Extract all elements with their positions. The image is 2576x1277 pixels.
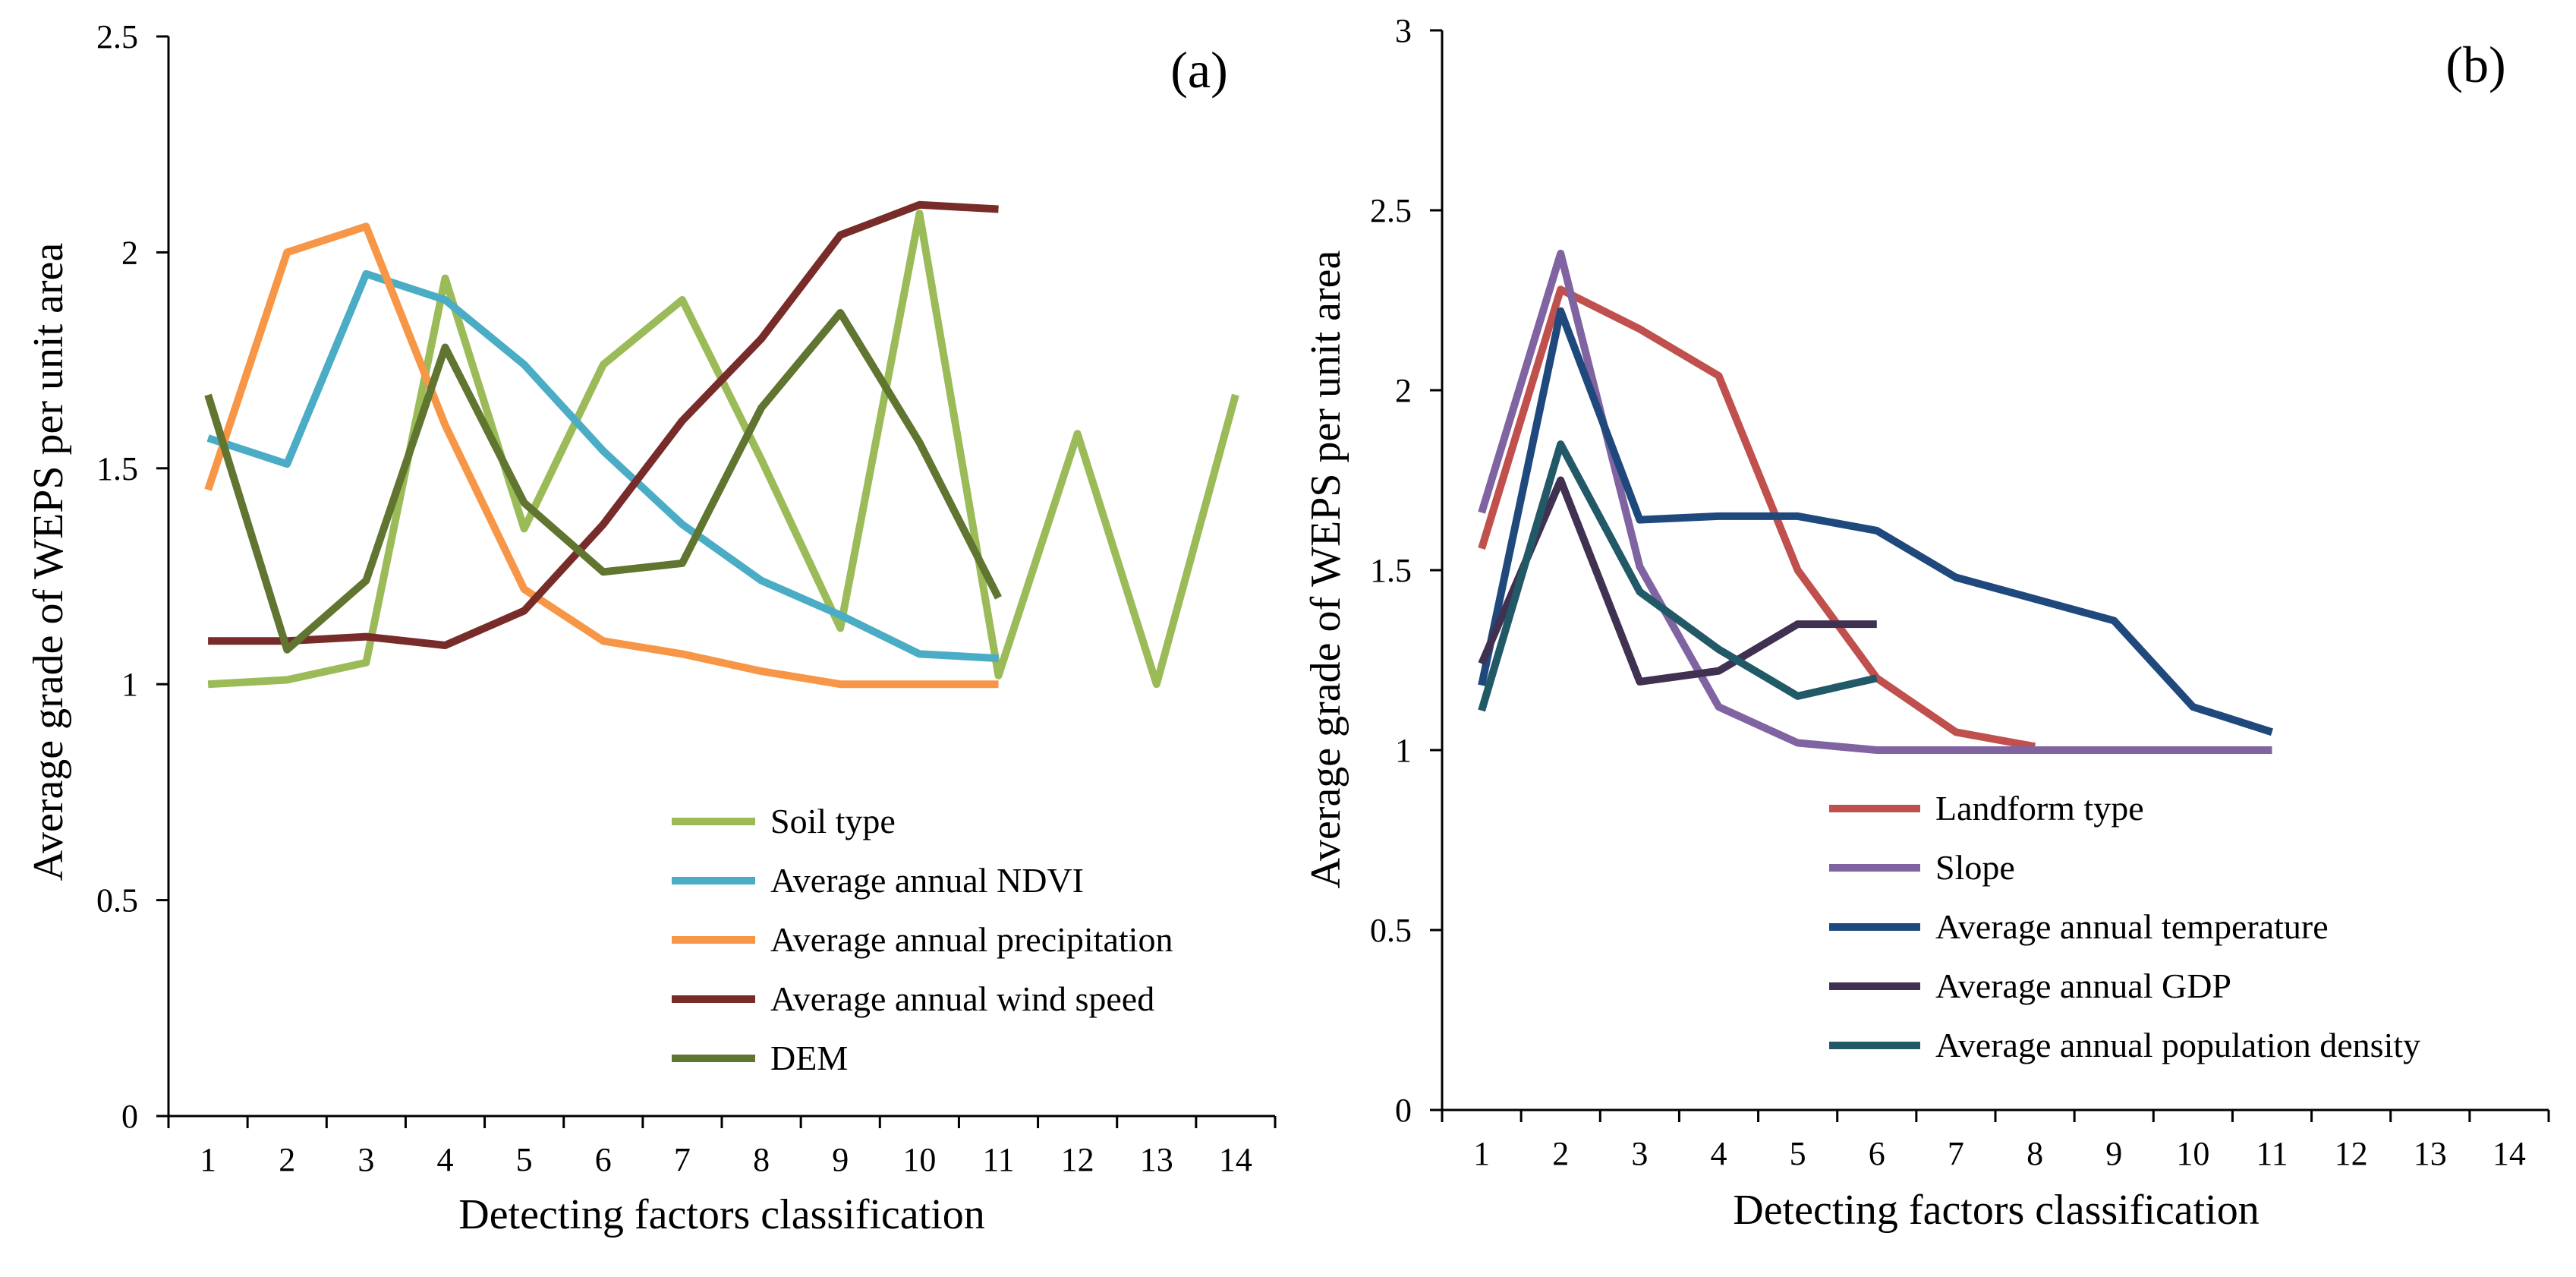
x-tick-label: 8 [753, 1141, 770, 1178]
x-tick-label: 6 [595, 1141, 612, 1178]
x-tick-label: 1 [1473, 1135, 1490, 1172]
y-tick-label: 2 [1395, 372, 1412, 409]
y-tick-label: 0 [1395, 1092, 1412, 1129]
x-tick-label: 1 [200, 1141, 216, 1178]
legend-entry-label: Soil type [770, 802, 896, 840]
x-tick-label: 5 [516, 1141, 533, 1178]
x-tick-label: 12 [1061, 1141, 1094, 1178]
x-axis-title: Detecting factors classification [458, 1191, 985, 1238]
x-tick-label: 5 [1790, 1135, 1806, 1172]
series-line-average-annual-wind-speed [208, 200, 999, 649]
x-tick-label: 4 [437, 1141, 454, 1178]
y-tick-label: 2.5 [1370, 192, 1412, 229]
series-line-slope [1478, 249, 2272, 754]
x-tick-label: 14 [1219, 1141, 1252, 1178]
y-tick-label: 0 [121, 1098, 138, 1135]
series-line-average-annual-ndvi [206, 270, 999, 663]
x-tick-label: 13 [1140, 1141, 1173, 1178]
legend-entry-label: Average annual GDP [1935, 966, 2231, 1005]
y-axis-title: Average grade of WEPS per unit area [25, 243, 72, 881]
x-tick-label: 12 [2335, 1135, 2368, 1172]
x-tick-label: 11 [2256, 1135, 2288, 1172]
legend-entry-label: Average annual NDVI [770, 861, 1084, 900]
y-tick-label: 1.5 [1370, 552, 1412, 589]
x-tick-label: 6 [1869, 1135, 1885, 1172]
x-tick-label: 10 [2176, 1135, 2209, 1172]
y-tick-label: 1.5 [96, 450, 138, 487]
panel-label: (b) [2445, 36, 2505, 93]
x-tick-label: 2 [1552, 1135, 1569, 1172]
y-tick-label: 1 [1395, 732, 1412, 769]
series-line-dem [204, 309, 1002, 654]
x-axis-title: Detecting factors classification [1733, 1187, 2260, 1234]
y-tick-label: 0.5 [1370, 912, 1412, 949]
legend-entry-label: Slope [1935, 848, 2015, 887]
y-tick-label: 2.5 [96, 18, 138, 55]
legend-entry-label: Average annual precipitation [770, 920, 1173, 959]
y-tick-label: 1 [121, 666, 138, 703]
panel-label: (a) [1170, 41, 1227, 99]
legend-entry-label: Average annual temperature [1935, 907, 2329, 946]
x-tick-label: 10 [902, 1141, 936, 1178]
series-line-average-annual-temperature [1478, 307, 2274, 736]
x-tick-label: 13 [2414, 1135, 2447, 1172]
x-tick-label: 2 [279, 1141, 295, 1178]
x-tick-label: 8 [2026, 1135, 2043, 1172]
legend-entry-label: Average annual wind speed [770, 979, 1154, 1018]
y-tick-label: 0.5 [96, 882, 138, 919]
legend-entry-label: Average annual population density [1935, 1026, 2420, 1064]
y-tick-label: 2 [121, 234, 138, 271]
x-tick-label: 9 [832, 1141, 849, 1178]
x-tick-label: 3 [357, 1141, 374, 1178]
legend-entry-label: Landform type [1935, 789, 2144, 828]
x-tick-label: 4 [1711, 1135, 1727, 1172]
x-tick-label: 3 [1631, 1135, 1648, 1172]
series-line-average-annual-population-density [1478, 440, 1878, 712]
x-tick-label: 11 [982, 1141, 1014, 1178]
legend: Landform type Slope Average annual tempera… [1829, 789, 2420, 1064]
x-tick-label: 7 [674, 1141, 691, 1178]
y-axis-title: Average grade of WEPS per unit area [1302, 251, 1349, 889]
series-line-average-annual-gdp [1478, 476, 1877, 686]
legend-entry-label: DEM [770, 1039, 848, 1077]
chart-panel-b: 00.511.522.531 2 3 4 5 6 7 8 9 10 11 12 13 14Average … [1302, 12, 2550, 1234]
x-tick-label: 14 [2493, 1135, 2526, 1172]
x-tick-label: 7 [1948, 1135, 1964, 1172]
series-line-average-annual-precipitation [204, 222, 999, 689]
x-tick-label: 9 [2105, 1135, 2122, 1172]
y-tick-label: 3 [1395, 12, 1412, 49]
legend: Soil type Average annual NDVI Average annu… [672, 802, 1173, 1077]
